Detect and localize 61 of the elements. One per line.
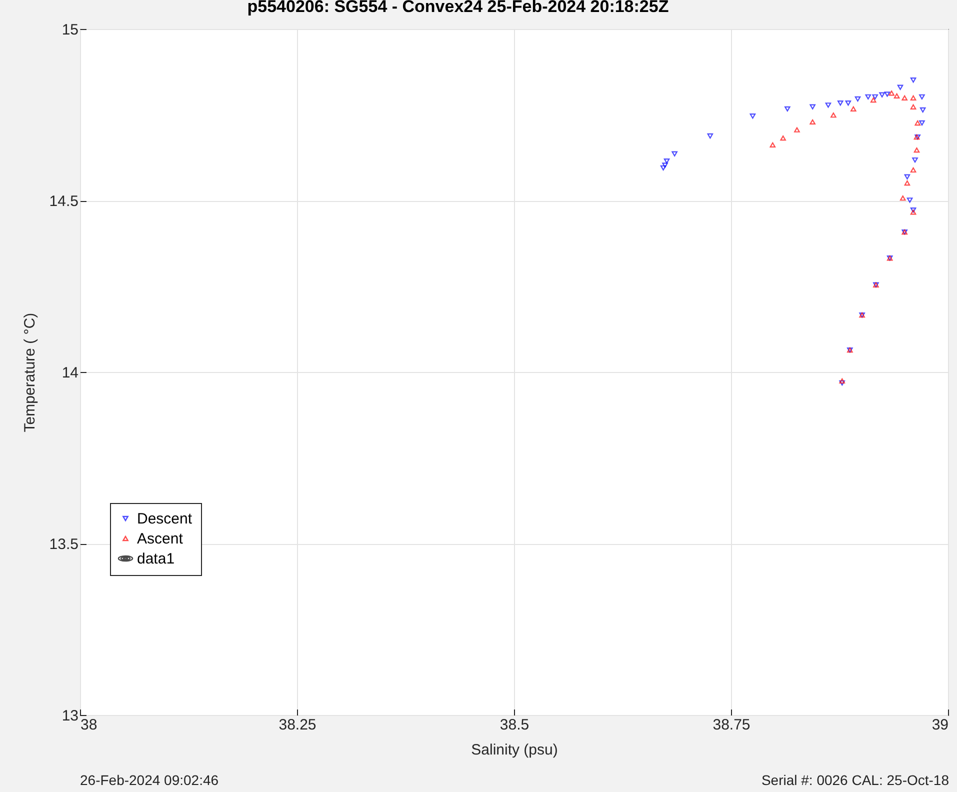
point	[672, 151, 678, 156]
point	[910, 104, 916, 110]
point	[910, 78, 916, 83]
point	[902, 95, 908, 101]
y-tick-label: 14	[62, 364, 78, 382]
y-tick-label: 13	[62, 708, 78, 724]
point	[810, 119, 816, 125]
x-tick-label: 38	[80, 716, 98, 734]
point	[910, 95, 916, 101]
point	[884, 92, 890, 97]
y-tick-label: 14.5	[49, 193, 78, 210]
point	[845, 100, 852, 106]
point	[914, 148, 920, 153]
point	[900, 196, 906, 201]
point	[750, 114, 756, 119]
point	[837, 100, 844, 106]
point	[707, 133, 714, 139]
point	[910, 167, 916, 173]
point	[854, 96, 861, 102]
point	[839, 378, 845, 384]
x-tick-label: 39	[932, 716, 948, 734]
legend-label: data1	[137, 550, 175, 568]
point	[879, 92, 885, 98]
point	[912, 157, 918, 163]
text: 26-Feb-2024 09:02:46	[80, 772, 219, 788]
point	[825, 102, 832, 108]
point	[919, 94, 925, 100]
x-tick-label: 38.25	[278, 716, 316, 734]
point	[780, 135, 786, 141]
point	[810, 104, 816, 110]
point	[904, 174, 910, 180]
point	[784, 106, 790, 112]
y-tick-label: 13.5	[49, 536, 78, 553]
x-axis-title: Salinity (psu)	[471, 742, 558, 758]
text: Serial #: 0026 CAL: 25-Oct-18	[761, 772, 949, 788]
point	[904, 180, 910, 186]
point	[920, 107, 926, 113]
point	[919, 120, 925, 126]
point	[897, 84, 904, 90]
x-tick-label: 38.75	[712, 716, 750, 734]
point	[906, 198, 913, 203]
point	[865, 94, 872, 100]
point	[850, 106, 856, 112]
point	[770, 142, 776, 148]
point	[894, 93, 900, 98]
point	[662, 162, 668, 168]
legend-label: Descent	[137, 510, 193, 528]
point	[664, 158, 670, 164]
legend-label: Ascent	[137, 530, 184, 548]
chart-title: p5540206: SG554 - Convex24 25-Feb-2024 20:18:25Z	[247, 0, 669, 16]
y-tick-label: 15	[62, 22, 78, 38]
y-axis-title: Temperature ( °C)	[21, 312, 38, 432]
point	[794, 127, 800, 132]
point	[872, 94, 878, 100]
point	[914, 120, 921, 126]
x-tick-label: 38.5	[500, 716, 530, 734]
point	[830, 112, 836, 118]
point	[870, 97, 876, 103]
point	[660, 165, 666, 170]
point	[888, 90, 894, 96]
point	[839, 380, 845, 386]
